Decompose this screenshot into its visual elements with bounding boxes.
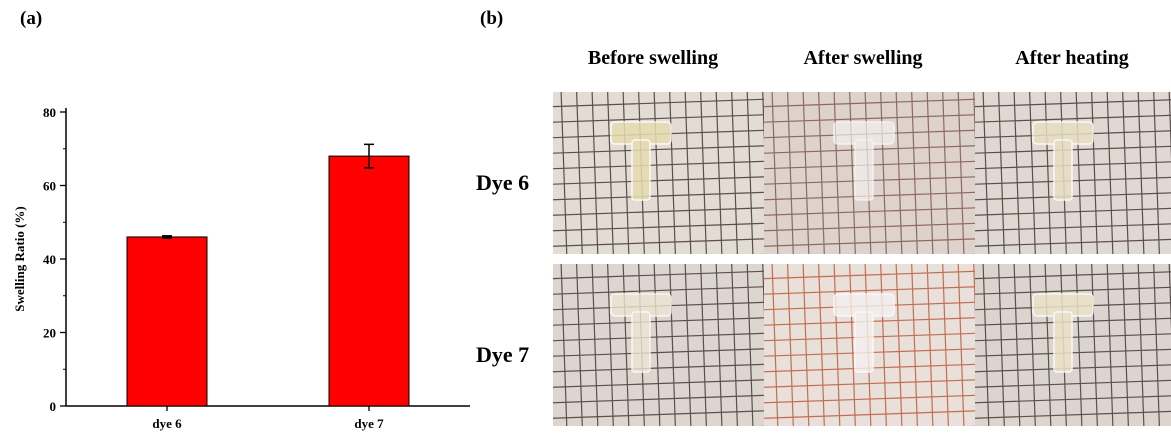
y-tick-label-2: 40 xyxy=(43,252,56,267)
bar-dye-6 xyxy=(126,236,208,407)
row-header-dye-7: Dye 7 xyxy=(476,342,530,367)
row-header-dye-6: Dye 6 xyxy=(476,170,530,195)
y-tick-label-4: 80 xyxy=(43,105,56,120)
specimen-photo-r1-c2 xyxy=(975,264,1171,426)
y-tick-label-1: 20 xyxy=(43,326,56,341)
column-header-after-heating: After heating xyxy=(1015,47,1129,69)
bar-dye-7 xyxy=(328,155,410,407)
specimen-photo-r0-c1 xyxy=(764,92,976,254)
x-tick-label-0: dye 6 xyxy=(152,416,182,431)
panel-b-label: (b) xyxy=(480,8,504,29)
specimen-photo-r1-c1 xyxy=(764,264,976,426)
y-tick-label-3: 60 xyxy=(43,179,56,194)
panel-a-label: (a) xyxy=(20,8,43,29)
specimen-photo-r0-c0 xyxy=(553,92,765,254)
specimen-photo-r0-c2 xyxy=(975,92,1171,254)
x-tick-label-1: dye 7 xyxy=(354,416,384,431)
specimen-photo-r1-c0 xyxy=(553,264,765,426)
swelling-ratio-chart: 0 20 40 60 80 Swelling Ratio (%) dye 6 dye 7 xyxy=(12,105,470,431)
column-header-before-swelling: Before swelling xyxy=(587,47,719,69)
y-axis-label: Swelling Ratio (%) xyxy=(12,206,27,311)
column-header-after-swelling: After swelling xyxy=(803,47,923,69)
y-tick-label-0: 0 xyxy=(50,399,57,414)
